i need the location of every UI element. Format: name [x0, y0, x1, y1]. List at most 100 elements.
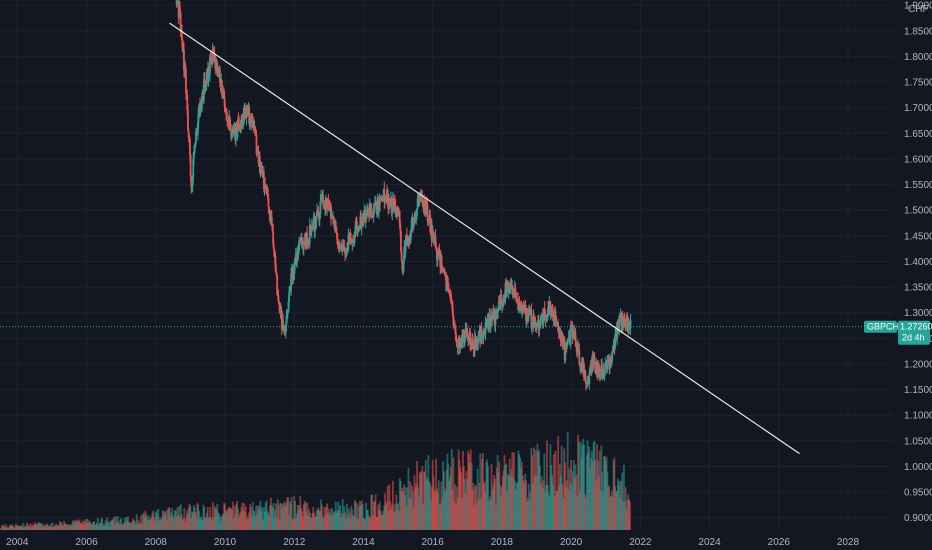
candle-body	[203, 79, 205, 101]
candle-body	[197, 121, 199, 135]
candle-body	[527, 309, 530, 317]
candle-body	[189, 139, 191, 155]
candle-body	[245, 110, 248, 119]
candle-body	[378, 200, 381, 212]
candle-body	[496, 311, 499, 319]
symbol-label: GBPCHF	[867, 322, 905, 332]
candle-body	[323, 204, 326, 208]
candle-body	[326, 198, 328, 210]
candle-body	[415, 215, 418, 219]
candle-body	[603, 369, 606, 376]
candle-body	[404, 240, 407, 253]
candle-body	[472, 343, 475, 350]
price-badge[interactable]: 1.27260 2d 4h	[898, 320, 932, 345]
candle-body	[336, 233, 338, 240]
y-axis[interactable]: 1.90000 1.85000 1.80000 1.75000 1.70000 1.650…	[904, 1, 932, 525]
candle-body	[290, 273, 293, 291]
candle-body	[216, 74, 219, 76]
candle-body	[412, 224, 415, 229]
candle-body	[369, 205, 372, 212]
candle-body	[477, 336, 480, 345]
candle-body	[188, 136, 191, 140]
y-tick-label: 1.65000	[904, 129, 932, 140]
candle-body	[523, 309, 525, 311]
candle-body	[502, 299, 505, 301]
volume-bar	[623, 464, 625, 530]
x-tick-label: 2016	[422, 537, 445, 548]
candle-body	[310, 225, 313, 232]
y-tick-label: 1.55000	[904, 180, 932, 191]
candle-body	[616, 326, 619, 339]
trendline[interactable]	[169, 22, 800, 455]
y-tick-label: 0.90000	[904, 513, 932, 524]
candle-body	[410, 220, 413, 232]
candle-body	[179, 6, 181, 12]
y-tick-label: 1.80000	[904, 52, 932, 63]
volume-bar	[290, 496, 293, 530]
y-tick-label: 1.60000	[904, 154, 932, 165]
candle-body	[212, 53, 215, 58]
candle-body	[287, 301, 290, 312]
symbol-badge[interactable]: GBPCHF	[864, 320, 905, 333]
candle-body	[450, 299, 453, 303]
candle-body	[593, 356, 596, 367]
volume-bar	[183, 508, 186, 530]
y-tick-label: 1.10000	[904, 411, 932, 422]
candle-body	[217, 71, 220, 75]
x-tick-label: 2028	[837, 537, 860, 548]
candle-body	[261, 171, 264, 174]
candle-body	[216, 62, 219, 76]
candle-body	[285, 316, 288, 325]
volume-bar	[583, 444, 586, 530]
candle-body	[338, 245, 341, 249]
candle-body	[380, 197, 382, 201]
candle-body	[475, 343, 478, 347]
candle-body	[242, 122, 245, 125]
candle-body	[210, 57, 213, 63]
candle-body	[186, 94, 189, 111]
y-tick-label: 1.35000	[904, 283, 932, 294]
last-price-label: 1.27260	[900, 322, 932, 332]
candle-body	[274, 252, 277, 264]
x-tick-label: 2020	[560, 537, 583, 548]
x-tick-label: 2026	[768, 537, 791, 548]
volume-bar	[212, 502, 214, 530]
candle-body	[555, 322, 558, 327]
candle-body	[224, 106, 227, 110]
candle-body	[596, 360, 599, 377]
candle-body	[254, 133, 257, 135]
candle-body	[308, 243, 310, 245]
volume-bar	[101, 518, 104, 530]
candle-body	[309, 225, 312, 235]
candle-body	[263, 183, 266, 189]
volume-bar	[624, 487, 627, 530]
candle-body	[176, 1, 179, 5]
candle-body	[209, 56, 211, 76]
candle-body	[549, 301, 551, 307]
candle-body	[618, 316, 621, 331]
candle-body	[473, 336, 476, 352]
candle-body	[511, 286, 514, 293]
candle-body	[231, 129, 234, 132]
candle-body	[497, 301, 500, 310]
volume-bar	[261, 507, 264, 530]
x-tick-label: 2004	[6, 537, 29, 548]
candle-body	[250, 113, 253, 121]
candle-body	[345, 253, 348, 255]
candle-body	[593, 355, 595, 357]
candle-body	[416, 208, 418, 216]
candle-body	[434, 236, 437, 247]
x-axis[interactable]: 2004 2006 2008 2010 2012 2014 2016 2018 2020 2022…	[6, 537, 859, 548]
candle-body	[191, 177, 194, 186]
candle-body	[386, 189, 389, 205]
candle-body	[403, 246, 406, 261]
candle-body	[193, 147, 196, 154]
candle-body	[576, 348, 579, 353]
candle-body	[570, 325, 573, 327]
candle-body	[396, 211, 399, 213]
candle-body	[584, 370, 587, 380]
candle-body	[346, 248, 348, 254]
candle-body	[548, 301, 551, 314]
